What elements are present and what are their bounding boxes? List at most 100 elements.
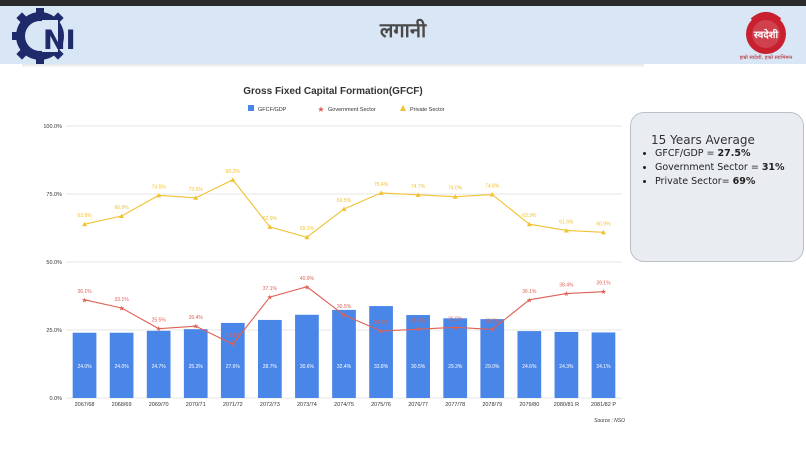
- point-government-sector: ★: [415, 326, 421, 334]
- gfcf-chart-svg: Gross Fixed Capital Formation(GFCF) GFCF/…: [43, 86, 625, 424]
- summary-item-label: GFCF/GDP =: [655, 148, 718, 159]
- bar-data-label: 24.3%: [559, 364, 574, 370]
- point-private-sector: [304, 234, 310, 240]
- bar-data-label: 24.1%: [596, 364, 611, 370]
- private-data-label: 61.6%: [559, 219, 574, 225]
- point-government-sector: ★: [118, 304, 124, 312]
- point-government-sector: ★: [304, 283, 310, 291]
- window-top-strip: [0, 0, 806, 6]
- legend-label: Government Sector: [328, 107, 376, 113]
- x-tick-label: 2079/80: [519, 402, 539, 408]
- bar-gfcf-gdp: [295, 314, 319, 398]
- summary-item-label: Government Sector =: [655, 162, 762, 173]
- point-government-sector: ★: [81, 296, 87, 304]
- chart-source: Source : NSO: [594, 418, 625, 424]
- page-title: लगानी: [379, 18, 427, 42]
- bar-data-label: 33.8%: [374, 364, 389, 370]
- point-private-sector: [415, 192, 421, 197]
- private-data-label: 74.8%: [485, 184, 500, 190]
- point-private-sector: [600, 229, 606, 235]
- point-private-sector: [267, 224, 273, 229]
- ni-logo-text: NI: [43, 25, 76, 56]
- point-private-sector: [341, 206, 347, 211]
- private-data-label: 75.4%: [374, 182, 389, 188]
- private-data-label: 59.1%: [300, 226, 315, 232]
- chart-title: Gross Fixed Capital Formation(GFCF): [243, 86, 422, 97]
- bar-data-label: 29.0%: [485, 364, 500, 370]
- government-data-label: 25.3%: [411, 318, 426, 324]
- summary-item-value: 69%: [732, 176, 756, 187]
- x-tick-label: 2080/81 R: [554, 402, 579, 408]
- swadeshi-tagline: हाम्रो स्वदेशी, हाम्रो स्वाभिमान: [739, 55, 793, 61]
- government-data-label: 26.4%: [189, 315, 204, 321]
- swadeshi-logo: स्वदेशी हाम्रो स्वदेशी, हाम्रो स्वाभिमान: [738, 10, 794, 64]
- point-government-sector: ★: [563, 290, 569, 298]
- chart-top-shadow: [22, 64, 644, 68]
- bar-gfcf-gdp: [443, 318, 468, 398]
- private-data-label: 69.5%: [337, 198, 352, 204]
- point-private-sector: [563, 227, 569, 233]
- government-data-label: 19.8%: [226, 333, 241, 339]
- point-government-sector: ★: [341, 312, 347, 320]
- private-data-label: 63.9%: [522, 213, 537, 219]
- x-tick-label: 2074/75: [334, 402, 354, 408]
- government-data-label: 30.5%: [337, 304, 352, 310]
- bar-data-label: 24.0%: [77, 364, 92, 370]
- private-data-label: 60.9%: [596, 221, 611, 227]
- y-tick-label: 25.0%: [46, 328, 62, 334]
- government-data-label: 37.1%: [263, 286, 278, 292]
- summary-item-value: 27.5%: [717, 148, 751, 159]
- point-private-sector: [156, 192, 162, 198]
- bar-gfcf-gdp: [146, 330, 171, 398]
- private-data-label: 74.0%: [448, 186, 463, 192]
- point-private-sector: [489, 192, 495, 197]
- point-private-sector: [230, 177, 236, 182]
- bar-data-label: 27.6%: [226, 364, 241, 370]
- line-government-sector: [84, 286, 604, 345]
- legend-marker-government: ★: [317, 105, 324, 114]
- private-data-label: 80.2%: [226, 169, 241, 175]
- legend-marker-private: [400, 105, 406, 111]
- bar-data-label: 25.3%: [189, 364, 204, 370]
- private-data-label: 73.6%: [189, 187, 204, 193]
- bar-data-label: 28.7%: [263, 364, 278, 370]
- bar-data-label: 32.4%: [337, 364, 352, 370]
- bar-gfcf-gdp: [72, 332, 97, 398]
- x-tick-label: 2068/69: [112, 402, 132, 408]
- bar-gfcf-gdp: [183, 329, 208, 398]
- y-tick-label: 50.0%: [46, 260, 62, 266]
- bar-data-label: 24.7%: [152, 364, 167, 370]
- legend-label: GFCF/GDP: [258, 107, 287, 113]
- x-tick-label: 2078/79: [482, 402, 502, 408]
- summary-item-label: Private Sector=: [655, 176, 733, 187]
- slide-header: NI लगानी स्वदेशी हाम्रो स्वदेशी, हाम्रो …: [0, 6, 806, 64]
- x-tick-label: 2067/68: [75, 402, 95, 408]
- x-tick-label: 2069/70: [149, 402, 169, 408]
- x-tick-label: 2073/74: [297, 402, 317, 408]
- private-data-label: 74.7%: [411, 184, 426, 190]
- bar-data-label: 30.6%: [300, 364, 315, 370]
- bar-gfcf-gdp: [480, 319, 505, 398]
- summary-item: Private Sector= 69%: [655, 175, 785, 189]
- average-summary-card: 15 Years Average GFCF/GDP = 27.5% Govern…: [630, 112, 804, 262]
- point-government-sector: ★: [489, 326, 495, 334]
- x-tick-label: 2070/71: [186, 402, 206, 408]
- government-data-label: 36.1%: [522, 289, 537, 295]
- point-private-sector: [452, 194, 458, 199]
- x-tick-label: 2072/73: [260, 402, 280, 408]
- government-data-label: 25.2%: [485, 318, 500, 324]
- bar-gfcf-gdp: [406, 315, 430, 398]
- y-tick-label: 0.0%: [49, 396, 62, 402]
- private-data-label: 62.9%: [263, 216, 278, 222]
- point-private-sector: [82, 221, 88, 227]
- private-data-label: 66.9%: [115, 205, 130, 211]
- point-private-sector: [193, 195, 199, 200]
- point-private-sector: [119, 213, 125, 219]
- government-data-label: 25.5%: [152, 318, 167, 324]
- government-data-label: 39.1%: [596, 281, 611, 287]
- point-government-sector: ★: [600, 288, 606, 296]
- bar-gfcf-gdp: [554, 331, 579, 398]
- point-government-sector: ★: [378, 328, 384, 336]
- government-data-label: 36.1%: [77, 289, 92, 295]
- x-tick-label: 2071/72: [223, 402, 243, 408]
